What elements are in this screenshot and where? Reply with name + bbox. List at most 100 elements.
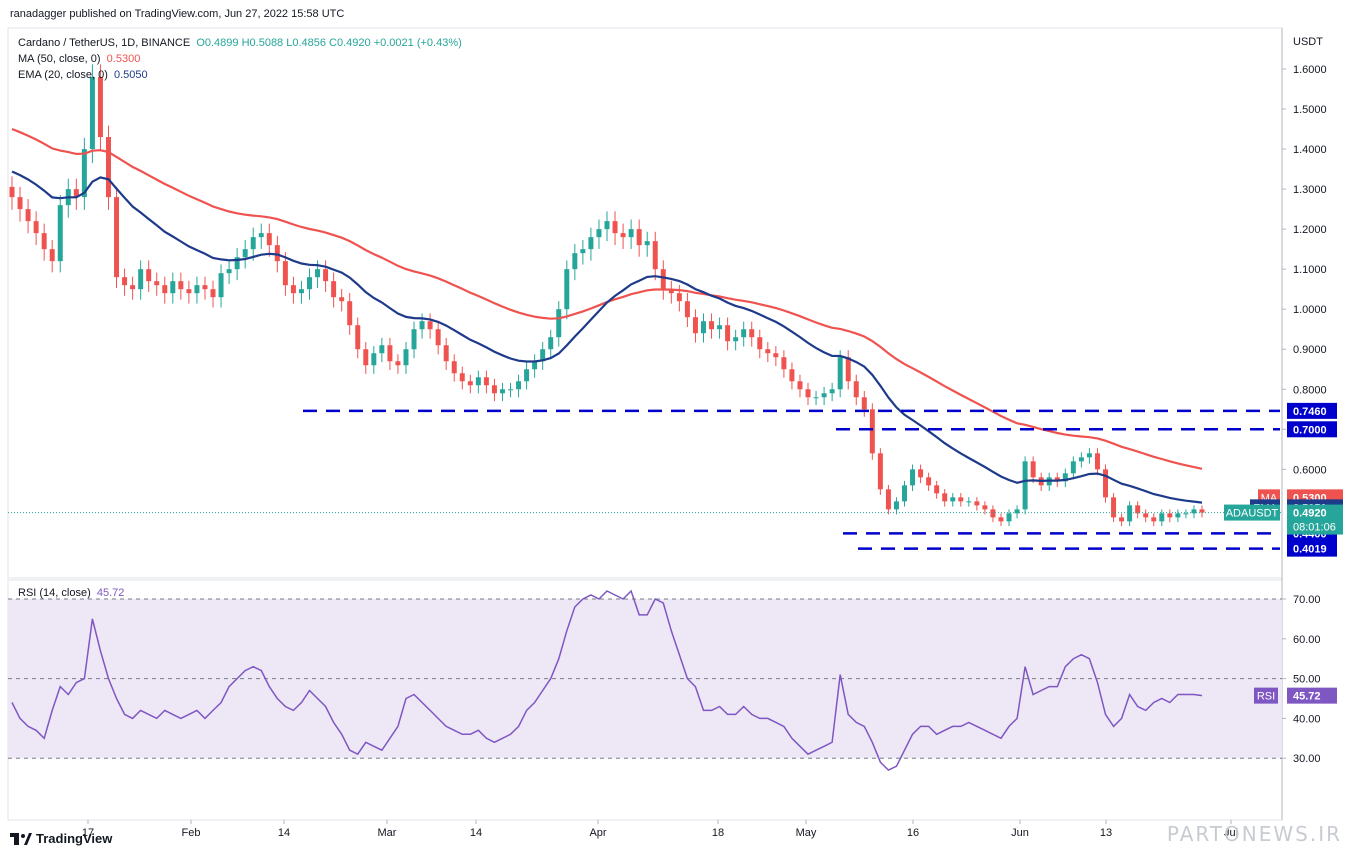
price-y-tick-label: 1.1000 — [1293, 264, 1327, 276]
rsi-tag-label: RSI — [1257, 691, 1275, 703]
candle-body — [556, 309, 562, 338]
level-badge — [1287, 402, 1337, 419]
candle-body — [258, 233, 264, 238]
candle-body — [676, 293, 682, 302]
rsi-legend-label: RSI (14, close) — [18, 587, 91, 599]
candle-body — [1030, 461, 1036, 478]
candle-body — [459, 373, 465, 382]
candle-body — [757, 337, 763, 350]
candle-body — [1054, 477, 1060, 482]
x-tick-label: Jun — [1011, 827, 1029, 839]
candle-body — [138, 269, 144, 290]
candle-body — [114, 197, 120, 278]
candle-body — [580, 249, 586, 254]
candle-body — [1143, 513, 1149, 518]
rsi-y-tick-label: 70.00 — [1293, 594, 1321, 606]
candle-body — [596, 229, 602, 238]
candle-body — [918, 469, 924, 478]
candle-body — [451, 361, 457, 374]
candle-body — [282, 261, 288, 286]
candle-body — [81, 149, 87, 198]
candle-body — [733, 337, 739, 342]
price-value: 0.4920 — [1293, 508, 1327, 520]
candle-body — [813, 397, 819, 399]
price-tag-label: ADAUSDT — [1226, 508, 1279, 520]
candle-body — [1135, 505, 1141, 514]
candle-body — [1014, 509, 1020, 514]
candle-body — [604, 221, 610, 230]
candle-body — [797, 381, 803, 390]
candle-body — [966, 501, 972, 503]
candle-body — [194, 285, 200, 294]
candle-body — [427, 321, 433, 330]
price-y-tick-label: 0.9000 — [1293, 344, 1327, 356]
candle-body — [861, 397, 867, 410]
candle-body — [877, 453, 883, 490]
candle-body — [371, 353, 377, 366]
tradingview-logo[interactable]: TradingView — [10, 831, 112, 846]
level-value: 0.4019 — [1293, 544, 1327, 556]
candle-body — [548, 337, 554, 350]
candle-body — [982, 505, 988, 510]
candle-body — [9, 186, 15, 198]
candle-body — [387, 345, 393, 362]
rsi-line — [11, 589, 1203, 772]
candle-body — [749, 329, 755, 338]
candle-body — [226, 269, 232, 274]
price-pane-frame — [7, 27, 1283, 579]
candle-body — [700, 321, 706, 334]
candle-body — [636, 229, 642, 246]
candle-body — [130, 285, 136, 290]
candle-body — [33, 221, 39, 234]
candle-body — [668, 289, 674, 294]
candle-body — [508, 389, 514, 391]
candle-body — [564, 269, 570, 310]
candle-body — [893, 501, 899, 510]
candle-body — [741, 329, 747, 338]
candle-body — [990, 509, 996, 518]
candle-body — [443, 345, 449, 362]
candle-body — [186, 289, 192, 294]
candle-body — [105, 137, 111, 198]
candle-body — [41, 233, 47, 250]
price-y-tick-label: 1.6000 — [1293, 64, 1327, 76]
candle-body — [998, 517, 1004, 522]
candle-body — [57, 205, 63, 262]
candle-body — [483, 377, 489, 386]
candle-body — [218, 273, 224, 298]
candle-body — [821, 393, 827, 398]
candle-body — [628, 229, 634, 238]
candle-body — [1151, 517, 1157, 522]
candle-body — [532, 361, 538, 370]
candle-body — [154, 281, 160, 286]
candle-body — [934, 485, 940, 494]
candle-body — [411, 329, 417, 350]
candle-body — [1119, 517, 1125, 522]
price-y-tick-label: 1.5000 — [1293, 104, 1327, 116]
candle-body — [234, 257, 240, 270]
candle-body — [942, 493, 948, 502]
price-y-tick-label: 0.8000 — [1293, 384, 1327, 396]
candle-body — [773, 353, 779, 358]
level-badge — [1287, 421, 1337, 438]
candle-body — [1078, 457, 1084, 462]
candle-body — [17, 197, 23, 210]
candle-body — [49, 249, 55, 262]
candle-body — [1111, 497, 1117, 518]
candle-body — [250, 237, 256, 250]
candle-body — [363, 349, 369, 366]
candle-body — [1191, 509, 1197, 514]
candle-body — [122, 277, 128, 286]
x-tick-label: 13 — [1100, 827, 1112, 839]
x-tick-label: 18 — [712, 827, 724, 839]
price-y-tick-label: 1.0000 — [1293, 304, 1327, 316]
candle-body — [845, 357, 851, 382]
candle-body — [1159, 513, 1165, 522]
x-tick-label: 14 — [278, 827, 290, 839]
author-line: ranadagger published on TradingView.com,… — [10, 8, 345, 20]
candle-body — [491, 385, 497, 394]
candle-body — [725, 325, 731, 342]
rsi-value: 45.72 — [1293, 691, 1321, 703]
candle-body — [379, 345, 385, 354]
